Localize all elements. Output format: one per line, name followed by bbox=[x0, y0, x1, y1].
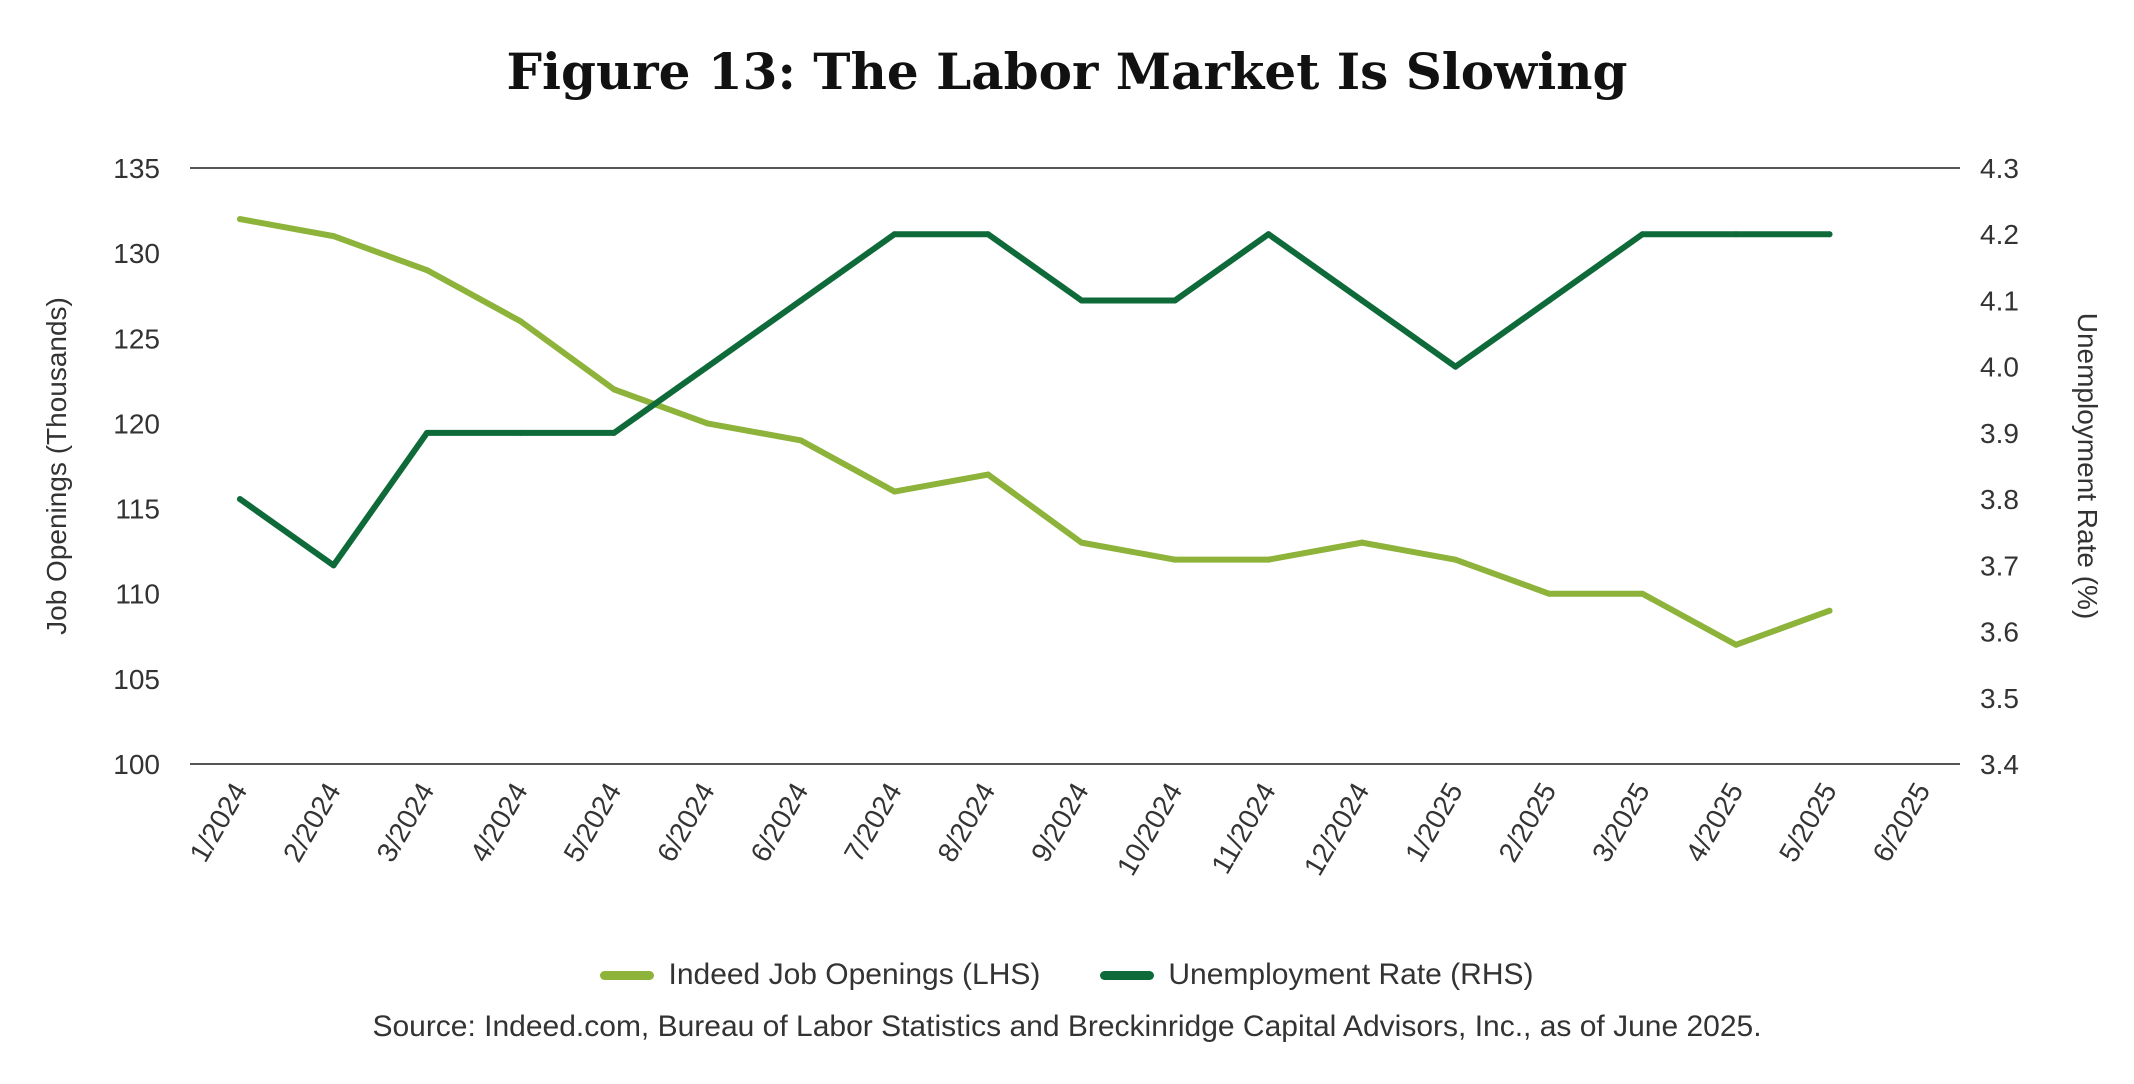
job-openings-line bbox=[237, 216, 1833, 648]
unemployment-rate-point bbox=[1172, 297, 1178, 304]
job-openings-point bbox=[1265, 556, 1272, 563]
job-openings-point bbox=[1546, 590, 1552, 597]
legend-item-job-openings: Indeed Job Openings (LHS) bbox=[600, 958, 1040, 992]
y-left-tick-label: 110 bbox=[115, 579, 160, 610]
x-tick-label: 10/2024 bbox=[1111, 778, 1188, 881]
x-tick-label: 7/2024 bbox=[838, 778, 908, 868]
unemployment-rate-point bbox=[1078, 297, 1085, 304]
legend-swatch-job-openings bbox=[600, 970, 655, 980]
x-tick-label: 6/2024 bbox=[745, 778, 815, 868]
unemployment-rate-point bbox=[1639, 231, 1646, 238]
unemployment-rate-point bbox=[424, 429, 430, 436]
x-tick-label: 1/2024 bbox=[184, 778, 254, 868]
unemployment-rate-point bbox=[237, 496, 243, 503]
unemployment-rate-point bbox=[1546, 297, 1552, 304]
y-left-tick-label: 125 bbox=[113, 323, 160, 354]
y-right-tick-label: 3.5 bbox=[1980, 683, 2019, 714]
job-openings-point bbox=[1078, 539, 1085, 546]
y-right-tick-label: 3.6 bbox=[1980, 617, 2019, 648]
x-tick-label: 2/2024 bbox=[277, 778, 347, 868]
x-tick-label: 6/2025 bbox=[1867, 778, 1937, 868]
unemployment-rate-point bbox=[891, 231, 898, 238]
legend-swatch-unemployment bbox=[1100, 970, 1155, 980]
job-openings-point bbox=[330, 233, 337, 240]
y-right-axis-title: Unemployment Rate (%) bbox=[2072, 313, 2103, 620]
y-right-tick-label: 4.0 bbox=[1980, 352, 2019, 383]
x-tick-label: 12/2024 bbox=[1298, 778, 1375, 881]
x-tick-label: 4/2025 bbox=[1680, 778, 1750, 868]
job-openings-point bbox=[704, 420, 711, 427]
x-tick-label: 4/2024 bbox=[464, 778, 534, 868]
x-tick-label: 6/2024 bbox=[651, 778, 721, 868]
job-openings-point bbox=[1452, 556, 1459, 563]
job-openings-point bbox=[798, 437, 804, 444]
unemployment-rate-point bbox=[985, 231, 991, 238]
y-right-tick-label: 4.2 bbox=[1980, 219, 2019, 250]
job-openings-point bbox=[1172, 556, 1178, 563]
unemployment-rate-point bbox=[330, 562, 337, 569]
job-openings-point bbox=[517, 318, 524, 325]
y-left-tick-label: 130 bbox=[113, 238, 160, 269]
x-tick-label: 11/2024 bbox=[1205, 778, 1281, 879]
x-tick-label: 9/2024 bbox=[1025, 778, 1095, 868]
unemployment-rate-point bbox=[1359, 297, 1365, 304]
unemployment-rate-point bbox=[611, 429, 617, 436]
unemployment-rate-point bbox=[1826, 231, 1833, 238]
job-openings-point bbox=[1733, 641, 1739, 648]
job-openings-point bbox=[1639, 590, 1646, 597]
x-tick-label: 2/2025 bbox=[1493, 778, 1563, 868]
legend: Indeed Job Openings (LHS) Unemployment R… bbox=[0, 958, 2134, 992]
y-left-tick-label: 135 bbox=[113, 153, 160, 184]
x-tick-label: 3/2025 bbox=[1586, 778, 1656, 868]
legend-label-job-openings: Indeed Job Openings (LHS) bbox=[668, 958, 1041, 991]
y-left-tick-label: 105 bbox=[113, 664, 160, 695]
job-openings-point bbox=[1359, 539, 1365, 546]
unemployment-rate-point bbox=[1265, 231, 1272, 238]
y-left-axis-title: Job Openings (Thousands) bbox=[41, 297, 72, 635]
y-right-tick-label: 4.3 bbox=[1980, 153, 2019, 184]
y-left-tick-label: 100 bbox=[113, 749, 160, 780]
job-openings-point bbox=[611, 386, 617, 393]
unemployment-rate-point bbox=[798, 297, 804, 304]
job-openings-point bbox=[1826, 607, 1833, 614]
x-tick-label: 3/2024 bbox=[371, 778, 441, 868]
legend-label-unemployment: Unemployment Rate (RHS) bbox=[1168, 958, 1534, 991]
y-left-tick-label: 120 bbox=[113, 408, 160, 439]
y-right-tick-label: 3.4 bbox=[1980, 749, 2019, 780]
x-tick-label: 5/2024 bbox=[558, 778, 628, 868]
unemployment-rate-line bbox=[237, 231, 1833, 569]
job-openings-point bbox=[985, 471, 991, 478]
job-openings-point bbox=[891, 488, 898, 495]
x-tick-label: 8/2024 bbox=[932, 778, 1002, 868]
source-note: Source: Indeed.com, Bureau of Labor Stat… bbox=[372, 1010, 1762, 1043]
unemployment-rate-point bbox=[1733, 231, 1739, 238]
y-right-tick-label: 3.9 bbox=[1980, 418, 2019, 449]
chart-title: Figure 13: The Labor Market Is Slowing bbox=[506, 42, 1628, 101]
x-tick-label: 1/2025 bbox=[1399, 778, 1469, 868]
unemployment-rate-point bbox=[704, 363, 711, 370]
job-openings-point bbox=[424, 267, 430, 274]
y-right-tick-label: 3.7 bbox=[1980, 550, 2019, 581]
unemployment-rate-point bbox=[1452, 363, 1459, 370]
job-openings-point bbox=[237, 216, 243, 223]
y-right-tick-label: 3.8 bbox=[1980, 484, 2019, 515]
unemployment-rate-point bbox=[517, 429, 524, 436]
y-right-tick-label: 4.1 bbox=[1980, 285, 2019, 316]
y-left-tick-label: 115 bbox=[115, 494, 160, 525]
legend-item-unemployment: Unemployment Rate (RHS) bbox=[1100, 958, 1534, 992]
x-tick-label: 5/2025 bbox=[1773, 778, 1843, 868]
